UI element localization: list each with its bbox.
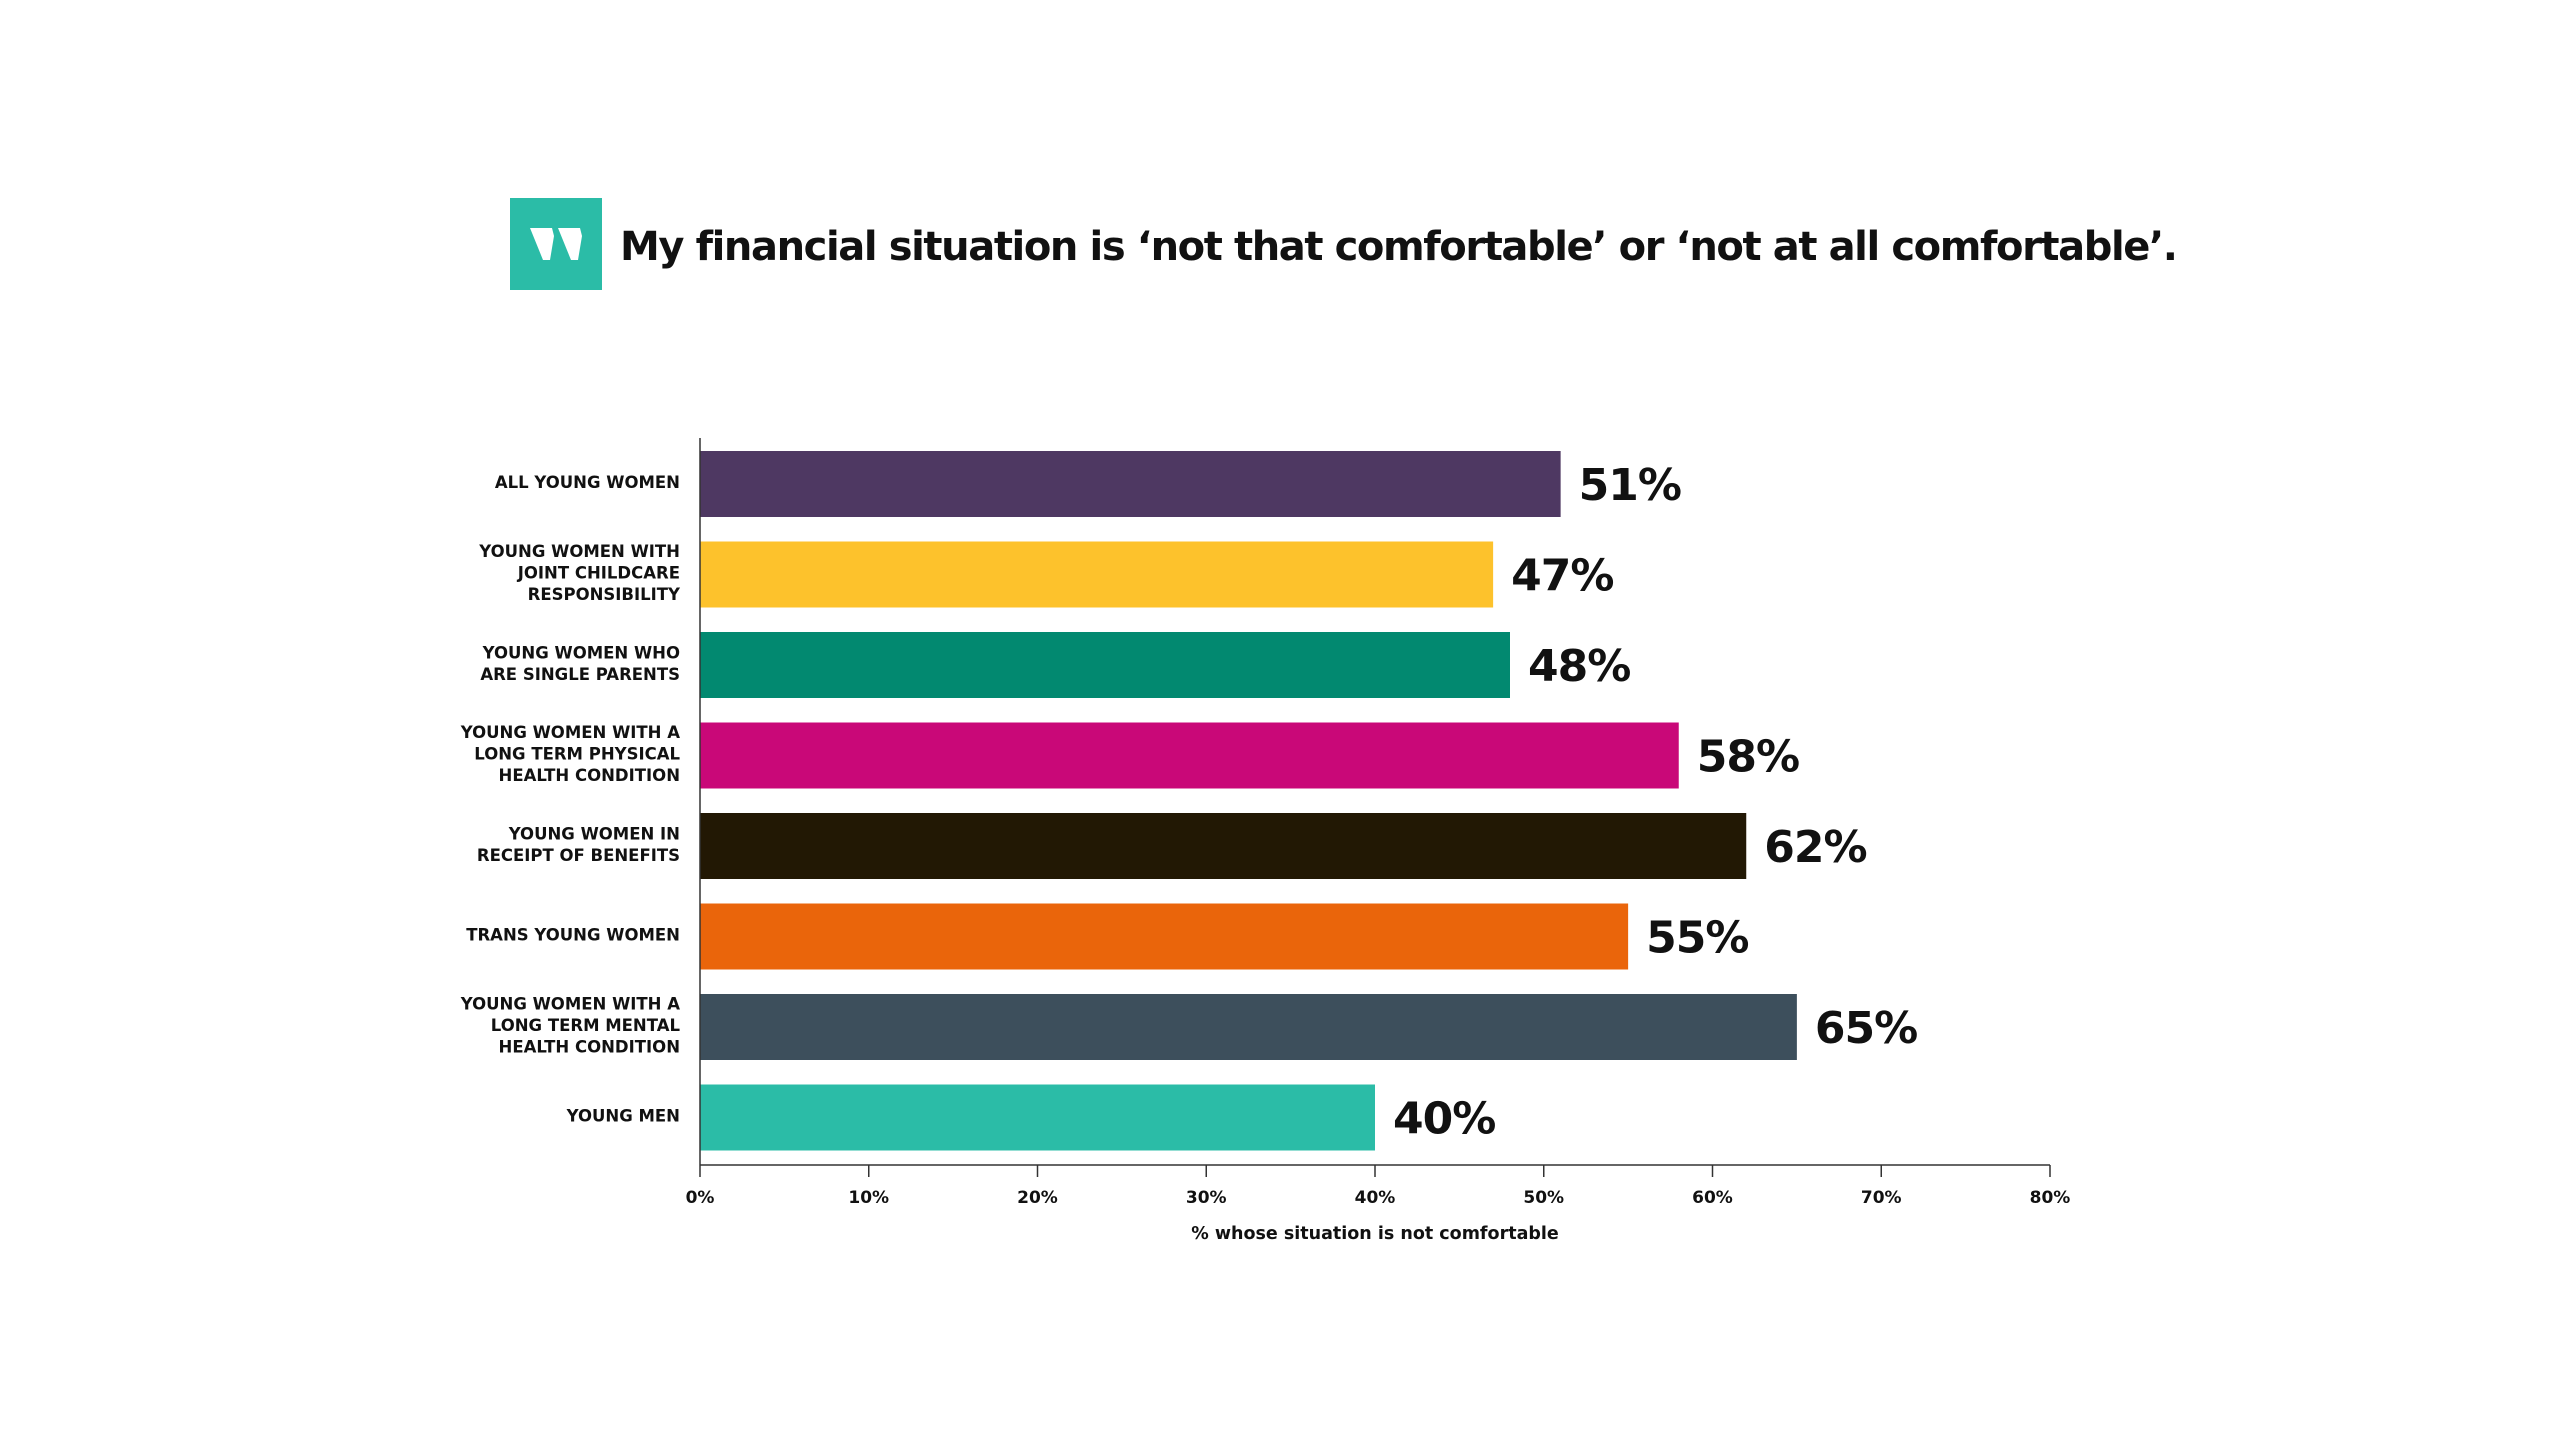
category-label-line: ALL YOUNG WOMEN — [495, 473, 680, 492]
category-label-line: LONG TERM MENTAL — [491, 1016, 681, 1035]
category-label-3: YOUNG WOMEN WHO ARE SINGLE PARENTS — [480, 643, 680, 684]
bar-1 — [700, 451, 1561, 517]
x-tick-label: 80% — [2030, 1188, 2071, 1208]
category-label-line: YOUNG WOMEN WITH A — [460, 995, 680, 1014]
value-label-3: 48% — [1528, 641, 1630, 692]
x-tick-label: 20% — [1017, 1188, 1058, 1208]
x-tick-label: 50% — [1523, 1188, 1564, 1208]
category-label-line: YOUNG WOMEN IN — [508, 824, 680, 843]
category-label-4: YOUNG WOMEN WITH A LONG TERM PHYSICAL HEAL… — [460, 723, 681, 785]
bar-5 — [700, 813, 1747, 879]
category-label-7: YOUNG WOMEN WITH A LONG TERM MENTAL HEALTH… — [460, 995, 681, 1057]
category-label-line: RECEIPT OF BENEFITS — [477, 846, 680, 865]
value-label-7: 65% — [1815, 1003, 1917, 1054]
bar-6 — [700, 903, 1629, 970]
value-label-5: 62% — [1764, 822, 1866, 873]
category-label-line: YOUNG MEN — [566, 1107, 680, 1126]
value-label-8: 40% — [1393, 1094, 1495, 1145]
category-label-line: LONG TERM PHYSICAL — [474, 745, 680, 764]
bar-3 — [700, 632, 1510, 698]
category-label-8: YOUNG MEN — [566, 1107, 680, 1126]
category-label-line: YOUNG WOMEN WITH A — [460, 723, 680, 742]
x-axis-title: % whose situation is not comfortable — [1191, 1224, 1559, 1244]
category-label-line: YOUNG WOMEN WITH — [478, 542, 680, 561]
bar-4 — [700, 722, 1679, 789]
x-tick-label: 40% — [1355, 1188, 1396, 1208]
category-label-2: YOUNG WOMEN WITH JOINT CHILDCARE RESPONSIB… — [478, 542, 681, 604]
value-label-2: 47% — [1511, 551, 1613, 602]
value-label-6: 55% — [1646, 913, 1748, 964]
category-label-line: RESPONSIBILITY — [528, 585, 681, 604]
bar-7 — [700, 994, 1797, 1060]
x-tick-label: 30% — [1186, 1188, 1227, 1208]
logo-background — [510, 198, 602, 290]
category-label-line: ARE SINGLE PARENTS — [480, 665, 680, 684]
bar-8 — [700, 1084, 1375, 1151]
category-labels-group: ALL YOUNG WOMEN YOUNG WOMEN WITH JOINT CHI… — [460, 473, 681, 1126]
x-tick-label: 60% — [1692, 1188, 1733, 1208]
x-tick-label: 0% — [686, 1188, 715, 1208]
quote-mark-icon — [510, 198, 602, 290]
bars-group — [700, 451, 1797, 1151]
category-label-line: TRANS YOUNG WOMEN — [466, 926, 680, 945]
category-label-5: YOUNG WOMEN IN RECEIPT OF BENEFITS — [477, 824, 680, 865]
category-label-line: HEALTH CONDITION — [499, 1038, 680, 1057]
value-label-4: 58% — [1697, 732, 1799, 783]
category-label-line: HEALTH CONDITION — [499, 766, 680, 785]
x-tick-label: 70% — [1861, 1188, 1902, 1208]
bar-2 — [700, 541, 1494, 608]
value-labels-group: 51% 47% 48% 58% 62% 55% 65% 40% — [1393, 460, 1918, 1145]
logo-quote-right — [558, 228, 582, 260]
category-label-1: ALL YOUNG WOMEN — [495, 473, 680, 492]
x-ticks-group: 0% 10% 20% 30% 40% 50% 60% 70% 80% — [686, 1165, 2071, 1208]
x-tick-label: 10% — [848, 1188, 889, 1208]
chart-title: My financial situation is ‘not that comf… — [620, 224, 2178, 270]
value-label-1: 51% — [1579, 460, 1681, 511]
category-label-6: TRANS YOUNG WOMEN — [466, 926, 680, 945]
category-label-line: YOUNG WOMEN WHO — [482, 643, 680, 662]
logo-quote-left — [530, 228, 554, 260]
brand-logo — [510, 198, 602, 290]
category-label-line: JOINT CHILDCARE — [517, 564, 680, 583]
